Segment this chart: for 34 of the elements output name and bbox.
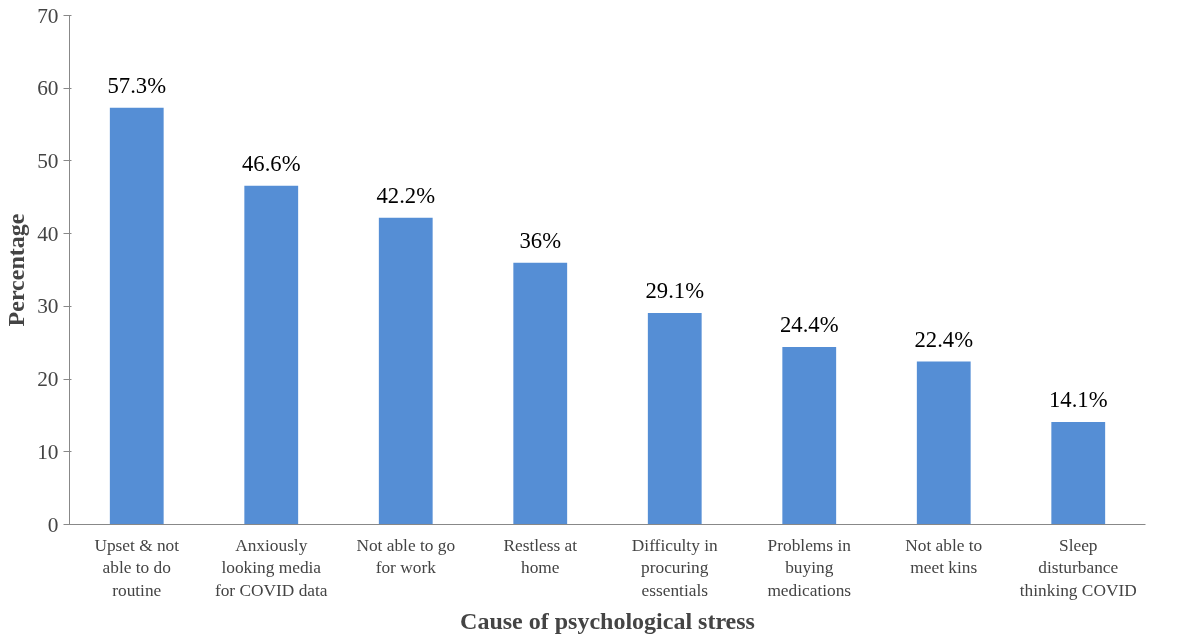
bar (513, 262, 568, 525)
bar (1051, 421, 1106, 525)
x-tick-label: Sleep disturbance thinking COVID (1019, 535, 1137, 601)
bar (109, 107, 164, 525)
y-axis-title: Percentage (3, 213, 30, 327)
x-tick-label: Restless at home (503, 535, 578, 578)
x-tick-label: Problems in buying medications (767, 535, 852, 601)
y-tick-label: 70 (37, 3, 59, 28)
data-label: 57.3% (107, 72, 167, 98)
bar (647, 312, 702, 525)
y-tick-label: 20 (37, 367, 59, 392)
data-label: 14.1% (1048, 386, 1108, 412)
bar (782, 347, 837, 525)
y-tick-label: 10 (37, 439, 59, 464)
x-tick-label: Upset & not able to do routine (94, 535, 180, 601)
y-tick-label: 50 (37, 148, 59, 173)
data-label: 24.4% (779, 312, 839, 338)
y-tick-label: 60 (37, 76, 59, 101)
y-tick-label: 40 (37, 221, 59, 246)
x-tick-label: Anxiously looking media for COVID data (214, 535, 328, 601)
x-tick-label: Not able to meet kins (905, 535, 983, 578)
x-tick-label: Not able to go for work (356, 535, 456, 578)
bar (916, 361, 971, 525)
x-axis-title: Cause of psychological stress (460, 608, 755, 635)
data-label: 42.2% (376, 182, 436, 208)
bar (244, 185, 299, 525)
data-label: 36% (519, 227, 562, 253)
data-label: 29.1% (645, 277, 705, 303)
y-tick-label: 30 (37, 294, 59, 319)
y-tick-label: 0 (47, 512, 59, 537)
data-label: 46.6% (241, 150, 301, 176)
bar (378, 217, 433, 525)
data-label: 22.4% (914, 326, 974, 352)
x-tick-label: Difficulty in procuring essentials (631, 535, 718, 601)
